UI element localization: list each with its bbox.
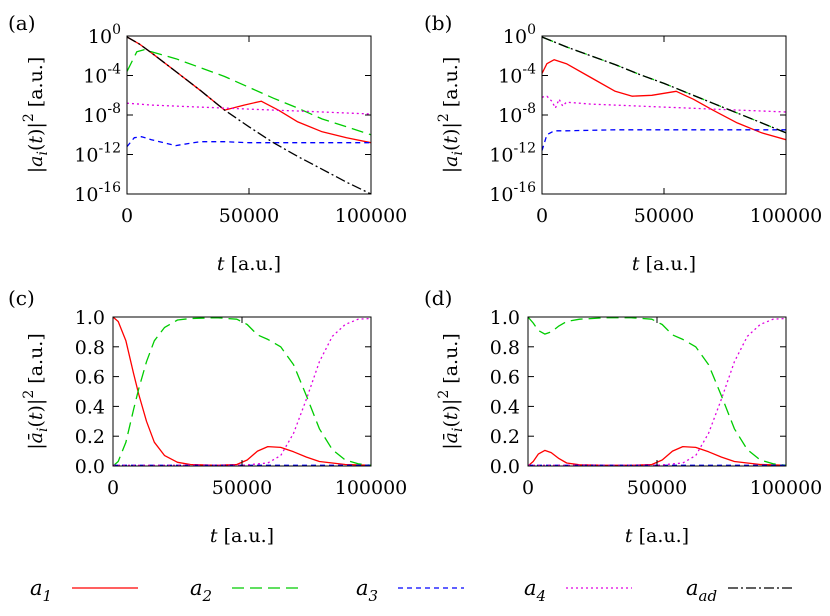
legend-label: a2 xyxy=(190,576,212,605)
panel-label: (d) xyxy=(424,286,452,310)
series-line-a2 xyxy=(528,317,786,466)
legend-label: a3 xyxy=(356,576,378,605)
svg-text:|āi(t)|2 [a.u.]: |āi(t)|2 [a.u.] xyxy=(436,333,466,450)
ytick-label: 10-12 xyxy=(489,141,536,167)
ytick-label: 0.6 xyxy=(75,367,105,389)
xtick-label: 50000 xyxy=(219,205,279,227)
ytick-label: 10-4 xyxy=(498,62,536,88)
series-line-a2 xyxy=(127,49,371,136)
xtick-label: 50000 xyxy=(212,477,272,499)
ytick-label: 0.8 xyxy=(490,337,520,359)
y-axis-label: |ai(t)|2 [a.u.] xyxy=(436,57,466,174)
ytick-label: 0.2 xyxy=(490,426,520,448)
legend-label: a1 xyxy=(30,576,52,605)
series-line-a1 xyxy=(113,317,371,466)
legend-entry-aad: aad xyxy=(686,576,794,605)
ytick-label: 100 xyxy=(88,22,121,48)
plot-frame xyxy=(541,35,787,195)
x-axis-label: t [a.u.] xyxy=(210,525,274,547)
xtick-label: 50000 xyxy=(634,205,694,227)
plot-frame xyxy=(527,316,787,467)
series-group xyxy=(542,36,786,151)
svg-text:|ai(t)|2 [a.u.]: |ai(t)|2 [a.u.] xyxy=(21,57,51,174)
y-axis-label: |āi(t)|2 [a.u.] xyxy=(436,333,466,450)
series-line-a2 xyxy=(113,317,371,466)
series-line-aad xyxy=(127,36,371,194)
xtick-label: 0 xyxy=(536,205,548,227)
series-group xyxy=(113,317,371,466)
xtick-label: 0 xyxy=(522,477,534,499)
legend-entry-a4: a4 xyxy=(524,576,632,605)
panel-c: (c) 0.0 0.2 0.4 0.6 0.8 1.0 0 50000 100000 t [a.u.… xyxy=(8,286,407,547)
ytick-label: 0.2 xyxy=(75,426,105,448)
panel-label: (c) xyxy=(8,286,35,310)
panel-label: (b) xyxy=(424,11,452,35)
ytick-label: 10-4 xyxy=(83,62,121,88)
svg-text:|ai(t)|2 [a.u.]: |ai(t)|2 [a.u.] xyxy=(436,57,466,174)
x-axis-label: t [a.u.] xyxy=(632,253,696,275)
ytick-label: 1.0 xyxy=(75,307,105,329)
ytick-label: 0.6 xyxy=(490,367,520,389)
plot-frame xyxy=(112,316,372,467)
legend-entry-a2: a2 xyxy=(190,576,298,605)
xtick-label: 0 xyxy=(107,477,119,499)
xtick-label: 100000 xyxy=(335,205,408,227)
xtick-label: 100000 xyxy=(750,477,823,499)
ytick-label: 0.4 xyxy=(75,396,105,418)
ytick-label: 0.0 xyxy=(490,456,520,478)
ytick-label: 10-16 xyxy=(489,180,536,206)
ytick-label: 0.4 xyxy=(490,396,520,418)
plot-frame xyxy=(126,35,372,195)
series-group xyxy=(528,317,786,466)
ytick-label: 10-8 xyxy=(83,101,121,127)
x-axis-label: t [a.u.] xyxy=(625,525,689,547)
xtick-label: 0 xyxy=(121,205,133,227)
legend-entry-a3: a3 xyxy=(356,576,464,605)
x-axis-label: t [a.u.] xyxy=(217,253,281,275)
ytick-label: 0.0 xyxy=(75,456,105,478)
panel-a: (a) 100 10-4 10-8 10-12 10-160 50000 100000 t [a… xyxy=(8,11,407,275)
y-axis-label: |ai(t)|2 [a.u.] xyxy=(21,57,51,174)
legend: a1 a2 a3 a4 aad xyxy=(30,576,794,605)
series-line-a1 xyxy=(127,36,371,144)
panel-b: (b) 100 10-4 10-8 10-12 10-160 50000 100000 t [a… xyxy=(424,11,822,275)
svg-text:|āi(t)|2 [a.u.]: |āi(t)|2 [a.u.] xyxy=(21,333,51,450)
ytick-label: 0.8 xyxy=(75,337,105,359)
ytick-label: 10-8 xyxy=(498,101,536,127)
legend-entry-a1: a1 xyxy=(30,576,138,605)
y-axis-label: |āi(t)|2 [a.u.] xyxy=(21,333,51,450)
series-line-a4 xyxy=(127,102,371,115)
series-line-a4 xyxy=(542,95,786,113)
series-line-a1 xyxy=(528,445,786,466)
legend-label: a4 xyxy=(524,576,546,605)
panel-label: (a) xyxy=(8,11,36,35)
panel-d: (d) 0.0 0.2 0.4 0.6 0.8 1.0 0 50000 100000 t [a.u.… xyxy=(424,286,822,547)
legend-label: aad xyxy=(686,576,717,605)
series-line-a3 xyxy=(127,136,371,148)
series-line-aad xyxy=(542,36,786,134)
series-line-a1 xyxy=(542,59,786,141)
series-group xyxy=(127,36,371,194)
xtick-label: 100000 xyxy=(335,477,408,499)
series-line-a4 xyxy=(528,317,786,466)
series-line-a4 xyxy=(113,317,371,466)
ytick-label: 10-12 xyxy=(74,141,121,167)
xtick-label: 100000 xyxy=(750,205,823,227)
xtick-label: 50000 xyxy=(627,477,687,499)
ytick-label: 10-16 xyxy=(74,180,121,206)
ytick-label: 100 xyxy=(503,22,536,48)
ytick-label: 1.0 xyxy=(490,307,520,329)
series-line-a3 xyxy=(542,129,786,151)
